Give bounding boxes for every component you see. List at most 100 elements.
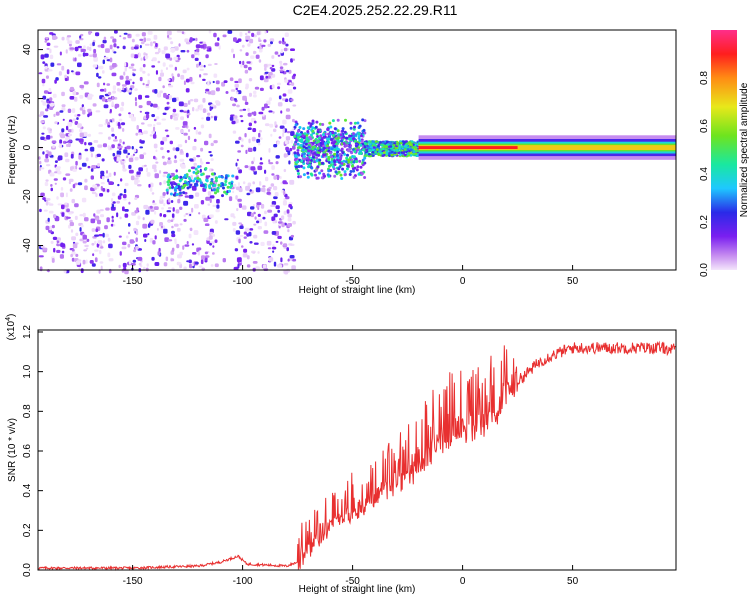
heatmap-cell [195,37,198,42]
heatmap-cell [150,209,155,212]
heatmap-cell [75,138,80,141]
heatmap-cell [235,195,238,200]
heatmap-cell [329,125,333,129]
heatmap-cell [245,35,251,40]
heatmap-cell [128,223,131,227]
heatmap-cell [184,244,190,247]
heatmap-cell [346,153,349,157]
heatmap-cell [300,159,304,163]
heatmap-cell [185,152,189,158]
heatmap-cell [100,265,103,271]
heatmap-cell [280,110,283,114]
heatmap-cell [122,194,127,199]
heatmap-cell [267,63,272,67]
heatmap-cell [163,171,168,174]
heatmap-cell [69,188,73,192]
heatmap-cell [367,153,371,156]
heatmap-cell [107,178,110,183]
heatmap-cell [290,139,294,144]
spectrogram-x-tick-label: -150 [123,276,143,287]
heatmap-cell [261,44,266,47]
heatmap-cell [250,55,255,59]
heatmap-cell [49,128,52,131]
heatmap-cell [243,231,247,235]
heatmap-cell [214,239,218,243]
heatmap-cell [403,148,407,151]
heatmap-cell [113,43,117,48]
heatmap-cell [354,133,358,137]
heatmap-cell [130,155,135,158]
colorbar-tick-label: 0.8 [699,71,710,85]
heatmap-cell [179,158,185,162]
heatmap-cell [299,164,303,168]
heatmap-cell [136,125,139,130]
heatmap-cell [322,146,326,150]
heatmap-cell [152,134,157,139]
heatmap-cell [231,120,236,125]
heatmap-cell [203,64,206,68]
heatmap-cell [333,163,337,167]
heatmap-cell [298,133,302,136]
heatmap-cell [230,184,234,188]
heatmap-cell [353,139,357,143]
heatmap-cell [193,126,197,130]
heatmap-cell [327,132,331,136]
heatmap-cell [255,187,261,193]
heatmap-cell [363,119,367,123]
heatmap-cell [122,168,126,171]
heatmap-cell [374,151,378,154]
heatmap-cell [162,192,166,196]
heatmap-cell [355,144,358,148]
spectrogram-y-tick-label: 20 [22,93,33,105]
heatmap-cell [163,262,168,267]
heatmap-cell [153,168,157,173]
heatmap-cell [123,188,127,194]
heatmap-cell [229,116,234,121]
heatmap-cell [93,140,99,143]
heatmap-cell [126,89,132,93]
heatmap-cell [291,265,296,270]
heatmap-cell [280,241,283,245]
heatmap-cell [143,37,146,43]
heatmap-cell [45,153,49,159]
heatmap-cell [244,165,249,169]
heatmap-cell [237,263,240,269]
heatmap-cell [214,191,217,195]
heatmap-cell [75,165,78,170]
heatmap-cell [169,181,173,185]
heatmap-cell [140,57,143,61]
heatmap-cell [290,234,294,238]
heatmap-cell [172,113,176,118]
heatmap-cell [249,92,252,97]
heatmap-cell [139,146,143,149]
heatmap-cell [91,263,96,267]
snr-x-label: Height of straight line (km) [299,584,416,595]
heatmap-cell [333,144,337,148]
heatmap-cell [90,146,95,152]
heatmap-cell [214,176,218,180]
heatmap-cell [389,142,393,145]
heatmap-cell [111,219,114,223]
heatmap-cell [186,260,189,263]
heatmap-cell [101,158,105,162]
heatmap-cell [329,151,332,155]
heatmap-cell [113,51,117,54]
heatmap-cell [281,189,284,194]
heatmap-cell [175,147,180,152]
heatmap-cell [184,38,189,43]
heatmap-cell [72,243,78,249]
heatmap-cell [74,96,78,102]
heatmap-cell [151,114,155,118]
heatmap-cell [287,217,292,222]
heatmap-cell [81,104,84,108]
heatmap-cell [78,267,81,270]
heatmap-cell [286,131,291,134]
heatmap-cell [102,240,106,244]
heatmap-cell [40,120,45,124]
heatmap-cell [53,214,57,219]
heatmap-cell [121,246,127,250]
heatmap-cell [83,81,89,85]
heatmap-cell [208,47,212,52]
heatmap-cell [45,198,51,201]
heatmap-cell [166,180,170,184]
